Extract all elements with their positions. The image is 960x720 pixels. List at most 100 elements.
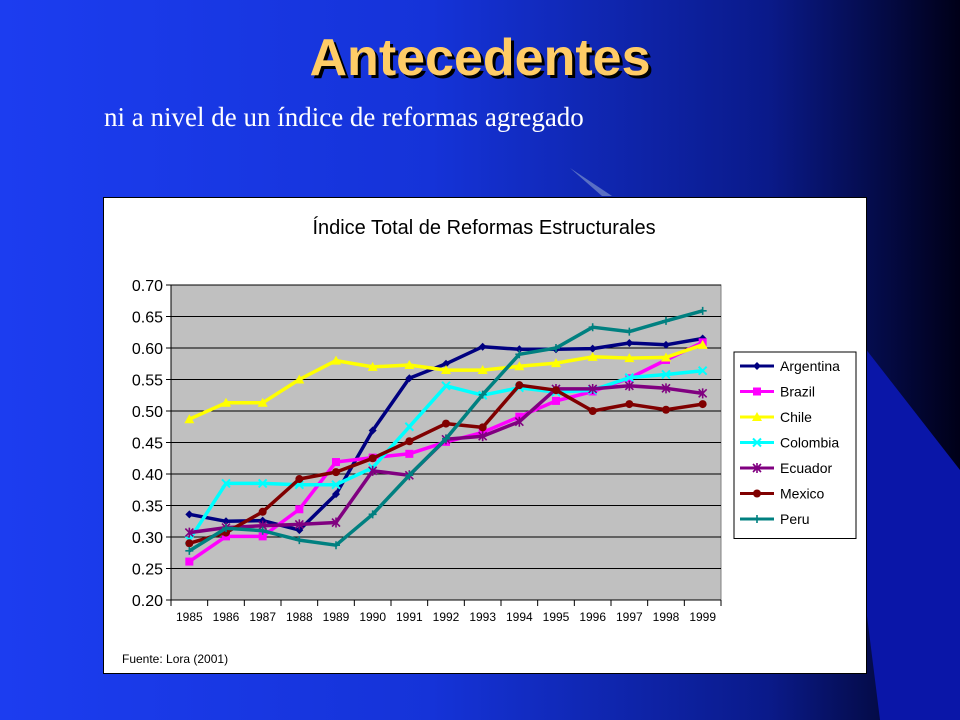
data-point [295, 505, 304, 514]
x-tick-label: 1986 [213, 610, 240, 624]
data-point [552, 344, 560, 352]
series-chile [184, 339, 708, 424]
y-tick-label: 0.30 [132, 530, 163, 547]
data-point [368, 510, 377, 519]
legend-label: Ecuador [780, 460, 832, 476]
x-tick-label: 1985 [176, 610, 203, 624]
data-point [588, 383, 598, 394]
data-point [404, 422, 415, 432]
data-point [624, 380, 634, 391]
y-tick-label: 0.50 [132, 404, 163, 421]
data-point [624, 372, 635, 383]
data-point [551, 358, 561, 368]
wedge-top [570, 168, 612, 196]
data-point [477, 365, 488, 375]
legend-item-colombia: Colombia [740, 435, 839, 451]
data-point [405, 449, 414, 458]
data-point [185, 557, 194, 566]
x-tick-label: 1990 [359, 610, 386, 624]
data-point [221, 397, 231, 407]
legend-item-ecuador: Ecuador [740, 460, 832, 476]
x-tick-label: 1989 [323, 610, 350, 624]
data-point [405, 471, 414, 480]
data-point [661, 352, 671, 362]
data-point [258, 532, 267, 541]
data-point [478, 390, 487, 399]
data-point [404, 360, 415, 370]
series-group [184, 306, 708, 566]
data-point [222, 524, 230, 533]
data-point [587, 351, 598, 361]
legend-label: Chile [780, 409, 812, 425]
data-point [588, 344, 597, 353]
series-mexico [185, 381, 707, 548]
data-point [478, 423, 487, 432]
legend-label: Peru [780, 511, 810, 527]
data-point [514, 416, 524, 427]
data-point [257, 478, 268, 489]
x-tick-label: 1988 [286, 610, 313, 624]
y-tick-label: 0.55 [132, 373, 163, 390]
slide-subtitle: ni a nivel de un índice de reformas agre… [104, 102, 584, 132]
data-point [368, 426, 377, 435]
data-point [514, 361, 525, 371]
legend-label: Mexico [780, 486, 825, 502]
y-tick-label: 0.20 [132, 593, 163, 610]
legend-item-brazil: Brazil [740, 384, 815, 400]
data-point [515, 350, 524, 359]
data-point [753, 362, 761, 370]
data-point [478, 342, 487, 351]
y-axis: 0.70 0.65 0.60 0.55 0.50 0.45 0.40 0.35 0.30 0.25… [132, 278, 172, 610]
y-tick-label: 0.40 [132, 467, 163, 484]
y-tick-label: 0.25 [132, 562, 163, 579]
data-point [552, 386, 560, 395]
x-tick-label: 1992 [433, 610, 460, 624]
data-point [258, 526, 267, 535]
data-point [332, 468, 340, 477]
data-point [257, 397, 268, 407]
data-point [185, 546, 194, 555]
data-point [698, 388, 708, 399]
legend-label: Colombia [780, 435, 839, 451]
data-point [698, 400, 707, 409]
x-axis: 1985 1986 1987 1988 1989 1990 1991 1992 1993 1994… [170, 599, 722, 624]
data-point [332, 458, 340, 467]
data-point [515, 381, 524, 390]
legend-label: Argentina [780, 358, 840, 374]
data-point [222, 517, 230, 526]
data-point [625, 400, 634, 409]
data-point [332, 541, 340, 550]
data-point [752, 412, 762, 421]
data-point [332, 490, 340, 499]
data-point [185, 539, 194, 548]
chart-title: Índice Total de Reformas Estructurales [312, 216, 655, 239]
x-tick-label: 1996 [579, 610, 606, 624]
legend-box [733, 351, 857, 539]
data-point [753, 489, 761, 498]
data-point [221, 478, 231, 489]
data-point [661, 369, 671, 380]
data-point [331, 517, 341, 528]
data-point [295, 526, 304, 535]
data-point [295, 536, 304, 545]
data-point [405, 437, 414, 446]
data-point [405, 374, 414, 383]
data-point [697, 339, 708, 349]
data-point [624, 353, 635, 363]
data-point [441, 381, 451, 391]
data-point [752, 463, 762, 473]
data-point [294, 519, 304, 530]
legend: Argentina Brazil Chile Colombia Ecuador Mexic… [733, 351, 857, 539]
series-peru [185, 306, 707, 555]
x-tick-label: 1995 [543, 610, 570, 624]
data-point [661, 383, 671, 394]
data-point [588, 323, 597, 332]
wedge-right [865, 348, 960, 720]
data-point [442, 434, 450, 443]
data-point [368, 454, 377, 463]
data-point [442, 359, 450, 368]
x-tick-label: 1993 [469, 610, 496, 624]
x-tick-label: 1997 [616, 610, 643, 624]
y-tick-label: 0.65 [132, 310, 163, 327]
slide-title: Antecedentes [309, 29, 651, 87]
